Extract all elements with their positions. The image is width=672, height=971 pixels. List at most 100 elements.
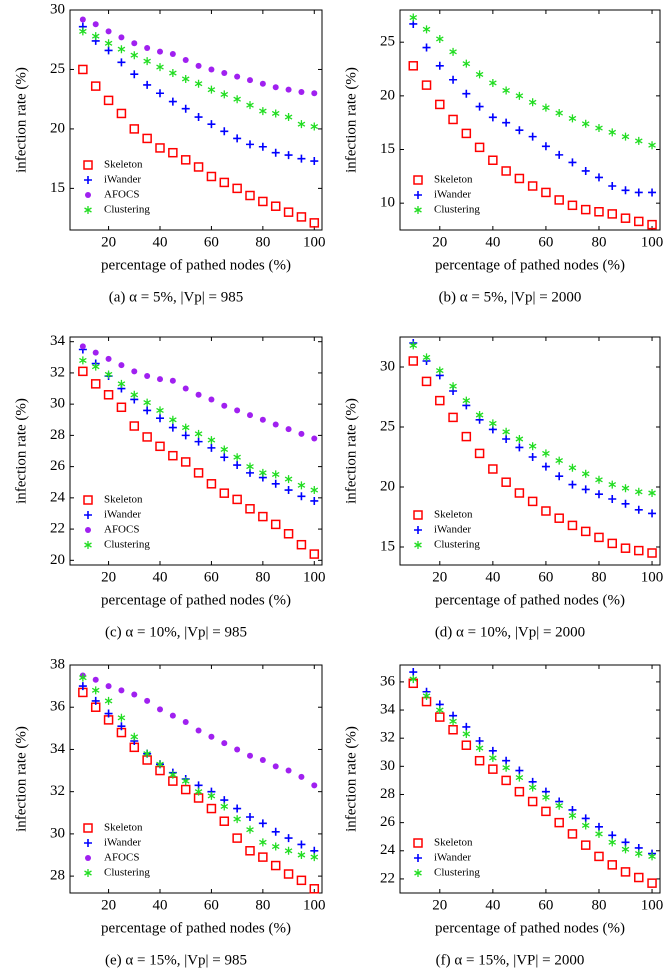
marker-circle (118, 34, 125, 41)
marker-square (634, 545, 644, 556)
marker-circle (221, 70, 228, 77)
marker-asterisk (169, 770, 177, 779)
marker-square (103, 390, 114, 400)
marker-square (435, 395, 445, 406)
legend-label: Clustering (434, 867, 480, 879)
marker-plus (621, 838, 630, 847)
marker-square (607, 538, 617, 549)
marker-asterisk (449, 717, 457, 726)
marker-circle (157, 706, 163, 713)
marker-square (219, 816, 230, 826)
x-axis-label: percentage of pathed nodes (%) (101, 257, 291, 273)
marker-asterisk (194, 787, 203, 796)
marker-square (155, 143, 165, 153)
marker-plus (621, 186, 630, 195)
marker-plus (502, 118, 511, 127)
marker-asterisk (555, 801, 563, 810)
marker-plus (488, 113, 497, 122)
marker-square (647, 548, 657, 558)
legend-label: iWander (104, 509, 141, 521)
marker-asterisk (475, 411, 484, 419)
marker-square (270, 519, 281, 530)
marker-asterisk (595, 124, 603, 133)
y-tick-label: 20 (50, 120, 65, 136)
subplot: 20 40 60 80 100 10 15 20 25 percentage of pathed … (343, 9, 664, 305)
legend-marker (414, 869, 422, 877)
marker-plus (143, 80, 152, 89)
marker-plus (284, 834, 293, 843)
marker-asterisk (233, 95, 241, 104)
marker-asterisk (634, 136, 643, 145)
marker-square (421, 80, 432, 90)
marker-asterisk (104, 39, 113, 48)
marker-circle (105, 355, 112, 362)
x-axis-label: percentage of pathed nodes (%) (101, 920, 291, 936)
legend-label: AFOCS (104, 189, 139, 201)
marker-asterisk (169, 69, 177, 78)
marker-circle (208, 396, 215, 403)
marker-square (541, 187, 551, 198)
marker-asterisk (194, 79, 203, 88)
marker-asterisk (528, 442, 537, 451)
marker-plus (194, 113, 203, 122)
marker-plus (181, 431, 190, 440)
marker-asterisk (608, 480, 617, 489)
x-tick-label: 40 (153, 234, 168, 250)
marker-circle (259, 80, 266, 87)
legend-marker (83, 823, 93, 833)
marker-square (474, 142, 485, 153)
x-tick-label: 60 (538, 897, 553, 913)
marker-asterisk (435, 706, 444, 715)
y-tick-label: 28 (380, 786, 395, 802)
legend-marker (85, 527, 91, 533)
marker-circle (195, 62, 202, 69)
marker-asterisk (130, 51, 139, 60)
marker-square (180, 155, 191, 165)
legend-marker (414, 206, 422, 214)
marker-square (258, 852, 268, 862)
x-tick-label: 100 (641, 234, 664, 250)
marker-plus (297, 154, 306, 163)
caption: (e) α = 15%, |Vp| = 985 (105, 952, 247, 968)
marker-plus (310, 157, 319, 166)
marker-plus (648, 188, 657, 197)
marker-asterisk (130, 732, 139, 741)
marker-plus (104, 709, 113, 718)
marker-asterisk (104, 696, 113, 705)
marker-square (116, 402, 127, 413)
marker-plus (271, 827, 280, 836)
marker-asterisk (462, 396, 471, 405)
legend-marker (413, 838, 423, 848)
marker-plus (220, 127, 229, 136)
marker-asterisk (169, 415, 177, 424)
marker-circle (221, 402, 228, 409)
marker-asterisk (246, 101, 254, 110)
x-tick-label: 40 (485, 569, 500, 585)
marker-asterisk (555, 456, 563, 465)
plot-frame (399, 336, 661, 566)
plot-frame (399, 664, 661, 894)
marker-asterisk (233, 453, 241, 462)
x-tick-label: 80 (255, 234, 270, 250)
marker-asterisk (462, 729, 471, 738)
legend-label: Skeleton (104, 159, 143, 171)
marker-plus (515, 126, 524, 135)
marker-asterisk (621, 845, 630, 854)
marker-circle (259, 757, 266, 763)
marker-plus (78, 682, 87, 691)
marker-square (232, 833, 242, 843)
marker-square (594, 207, 604, 217)
marker-square (594, 532, 604, 543)
marker-square (258, 196, 268, 207)
marker-asterisk (489, 78, 497, 87)
legend-label: Clustering (434, 539, 480, 551)
marker-plus (297, 840, 306, 849)
marker-square (206, 479, 217, 489)
marker-plus (310, 496, 319, 505)
marker-asterisk (608, 838, 617, 847)
y-tick-label: 15 (380, 141, 395, 157)
subplot: 20 40 60 80 100 15 20 25 30 percentage of pathed … (343, 336, 663, 640)
marker-asterisk (568, 114, 577, 123)
marker-asterisk (435, 366, 444, 375)
x-axis-label: percentage of pathed nodes (%) (435, 257, 625, 273)
